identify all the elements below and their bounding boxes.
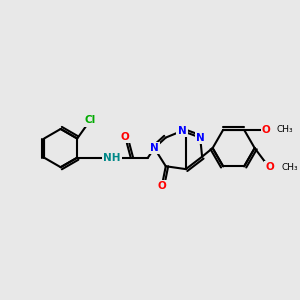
- Text: O: O: [266, 162, 274, 172]
- Text: CH₃: CH₃: [277, 125, 293, 134]
- Text: Cl: Cl: [84, 116, 95, 125]
- Text: CH₃: CH₃: [281, 163, 298, 172]
- Text: N: N: [150, 143, 159, 153]
- Text: N: N: [178, 126, 186, 136]
- Text: O: O: [262, 125, 271, 135]
- Text: N: N: [196, 133, 205, 142]
- Text: O: O: [121, 132, 129, 142]
- Text: NH: NH: [103, 153, 120, 163]
- Text: O: O: [158, 181, 166, 191]
